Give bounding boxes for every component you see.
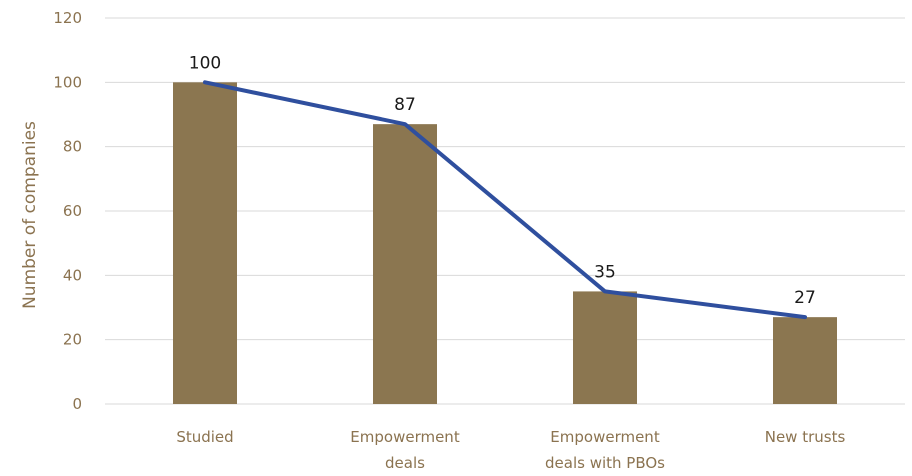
- x-tick-label-line: deals: [385, 454, 425, 472]
- x-tick-label-line: New trusts: [765, 428, 846, 446]
- trend-line: [203, 80, 807, 320]
- x-tick-label-line: Empowerment: [350, 428, 460, 446]
- y-axis-ticks: 0 20 40 60 80 100 120: [53, 9, 82, 413]
- bars: [173, 82, 837, 405]
- y-tick-label-80: 80: [63, 138, 82, 156]
- bar-3: [773, 317, 837, 404]
- bar-1: [373, 124, 437, 405]
- data-label-3: 27: [794, 288, 816, 308]
- bar-2: [573, 291, 637, 404]
- y-tick-label-40: 40: [63, 266, 82, 284]
- data-label-1: 87: [394, 95, 416, 115]
- bar-0: [173, 82, 237, 404]
- y-axis-title: Number of companies: [20, 121, 40, 309]
- data-label-0: 100: [189, 53, 221, 73]
- x-tick-label-3: New trusts: [765, 428, 846, 446]
- x-tick-label-line: Studied: [176, 428, 233, 446]
- x-tick-label-line: Empowerment: [550, 428, 660, 446]
- x-tick-label-1: Empowerment deals: [350, 428, 460, 472]
- data-labels: 100 87 35 27: [189, 53, 816, 308]
- x-tick-label-2: Empowerment deals with PBOs: [545, 428, 665, 472]
- y-tick-label-60: 60: [63, 202, 82, 220]
- y-tick-label-0: 0: [72, 395, 82, 413]
- data-label-2: 35: [594, 262, 616, 282]
- y-tick-label-100: 100: [53, 73, 82, 91]
- gridlines: [105, 17, 905, 405]
- x-tick-label-0: Studied: [176, 428, 233, 446]
- y-tick-label-120: 120: [53, 9, 82, 27]
- y-tick-label-20: 20: [63, 331, 82, 349]
- x-tick-label-line: deals with PBOs: [545, 454, 665, 472]
- x-axis-labels: Studied Empowerment deals Empowerment deals …: [176, 428, 845, 472]
